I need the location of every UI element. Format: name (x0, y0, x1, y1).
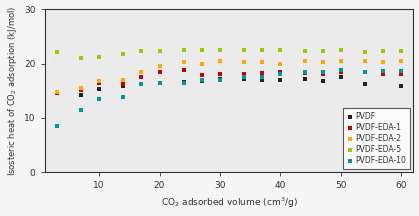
PVDF-EDA-10 (120, 95, 127, 99)
PVDF-EDA-5 (338, 49, 344, 52)
PVDF-EDA-1 (199, 73, 205, 77)
PVDF (96, 87, 102, 91)
PVDF (362, 82, 368, 85)
PVDF-EDA-10 (259, 75, 266, 79)
PVDF (277, 78, 284, 82)
PVDF-EDA-10 (180, 81, 187, 84)
PVDF-EDA-1 (120, 82, 127, 85)
PVDF-EDA-5 (301, 49, 308, 53)
PVDF-EDA-1 (53, 92, 60, 95)
PVDF-EDA-5 (277, 48, 284, 52)
PVDF-EDA-2 (180, 61, 187, 64)
PVDF-EDA-1 (138, 75, 145, 79)
PVDF-EDA-10 (338, 68, 344, 72)
PVDF-EDA-2 (120, 78, 127, 82)
PVDF-EDA-10 (96, 97, 102, 101)
PVDF-EDA-5 (138, 49, 145, 53)
PVDF-EDA-10 (277, 73, 284, 76)
PVDF (156, 81, 163, 84)
PVDF-EDA-1 (78, 88, 84, 91)
PVDF-EDA-2 (398, 59, 405, 62)
PVDF-EDA-2 (241, 61, 248, 64)
PVDF-EDA-10 (53, 124, 60, 128)
PVDF-EDA-1 (241, 73, 248, 76)
PVDF-EDA-10 (362, 70, 368, 73)
PVDF (319, 79, 326, 83)
PVDF (120, 84, 127, 87)
PVDF-EDA-1 (259, 71, 266, 75)
PVDF-EDA-1 (96, 81, 102, 85)
PVDF-EDA-1 (380, 73, 387, 76)
Legend: PVDF, PVDF-EDA-1, PVDF-EDA-2, PVDF-EDA-5, PVDF-EDA-10: PVDF, PVDF-EDA-1, PVDF-EDA-2, PVDF-EDA-5… (344, 108, 410, 169)
PVDF-EDA-2 (138, 70, 145, 73)
PVDF-EDA-2 (277, 62, 284, 65)
PVDF (138, 82, 145, 85)
PVDF-EDA-1 (180, 68, 187, 72)
PVDF (180, 80, 187, 84)
PVDF-EDA-2 (217, 59, 223, 62)
PVDF (53, 90, 60, 94)
PVDF-EDA-1 (217, 73, 223, 76)
PVDF-EDA-1 (301, 71, 308, 75)
PVDF-EDA-10 (398, 69, 405, 72)
PVDF-EDA-5 (53, 50, 60, 53)
PVDF-EDA-10 (301, 70, 308, 73)
PVDF-EDA-2 (96, 79, 102, 83)
PVDF-EDA-2 (156, 65, 163, 68)
PVDF-EDA-1 (319, 73, 326, 76)
PVDF-EDA-1 (398, 73, 405, 76)
PVDF-EDA-5 (78, 56, 84, 60)
PVDF-EDA-10 (241, 75, 248, 79)
X-axis label: CO$_2$ adsorbed volume (cm$^3$/g): CO$_2$ adsorbed volume (cm$^3$/g) (160, 196, 297, 210)
PVDF-EDA-10 (217, 78, 223, 82)
PVDF-EDA-5 (96, 55, 102, 59)
PVDF-EDA-5 (362, 50, 368, 53)
PVDF-EDA-10 (78, 108, 84, 111)
PVDF (199, 80, 205, 83)
PVDF-EDA-10 (380, 69, 387, 72)
PVDF-EDA-2 (199, 62, 205, 65)
PVDF-EDA-5 (217, 48, 223, 52)
PVDF-EDA-1 (338, 70, 344, 74)
PVDF (241, 77, 248, 81)
PVDF-EDA-10 (156, 81, 163, 84)
PVDF-EDA-5 (180, 48, 187, 52)
PVDF (301, 77, 308, 81)
PVDF (380, 72, 387, 76)
PVDF-EDA-5 (259, 48, 266, 52)
PVDF-EDA-2 (78, 86, 84, 90)
PVDF (398, 85, 405, 88)
PVDF-EDA-1 (156, 70, 163, 73)
PVDF-EDA-2 (259, 61, 266, 64)
PVDF-EDA-10 (138, 83, 145, 86)
PVDF (78, 93, 84, 96)
PVDF-EDA-1 (362, 70, 368, 73)
PVDF-EDA-5 (199, 48, 205, 52)
PVDF-EDA-2 (301, 59, 308, 62)
PVDF-EDA-10 (199, 78, 205, 82)
PVDF (217, 77, 223, 81)
PVDF-EDA-5 (120, 52, 127, 56)
PVDF-EDA-1 (277, 70, 284, 73)
PVDF-EDA-2 (380, 60, 387, 64)
PVDF (259, 78, 266, 82)
PVDF-EDA-2 (319, 60, 326, 64)
Y-axis label: Isosteric heat of CO$_2$ adsorption (kJ/mol): Isosteric heat of CO$_2$ adsorption (kJ/… (5, 6, 18, 176)
PVDF-EDA-5 (319, 49, 326, 53)
PVDF (338, 75, 344, 79)
PVDF-EDA-2 (53, 90, 60, 94)
PVDF-EDA-5 (398, 49, 405, 53)
PVDF-EDA-5 (380, 49, 387, 53)
PVDF-EDA-10 (319, 70, 326, 73)
PVDF-EDA-5 (156, 49, 163, 53)
PVDF-EDA-2 (338, 59, 344, 62)
PVDF-EDA-5 (241, 48, 248, 52)
PVDF-EDA-2 (362, 59, 368, 62)
